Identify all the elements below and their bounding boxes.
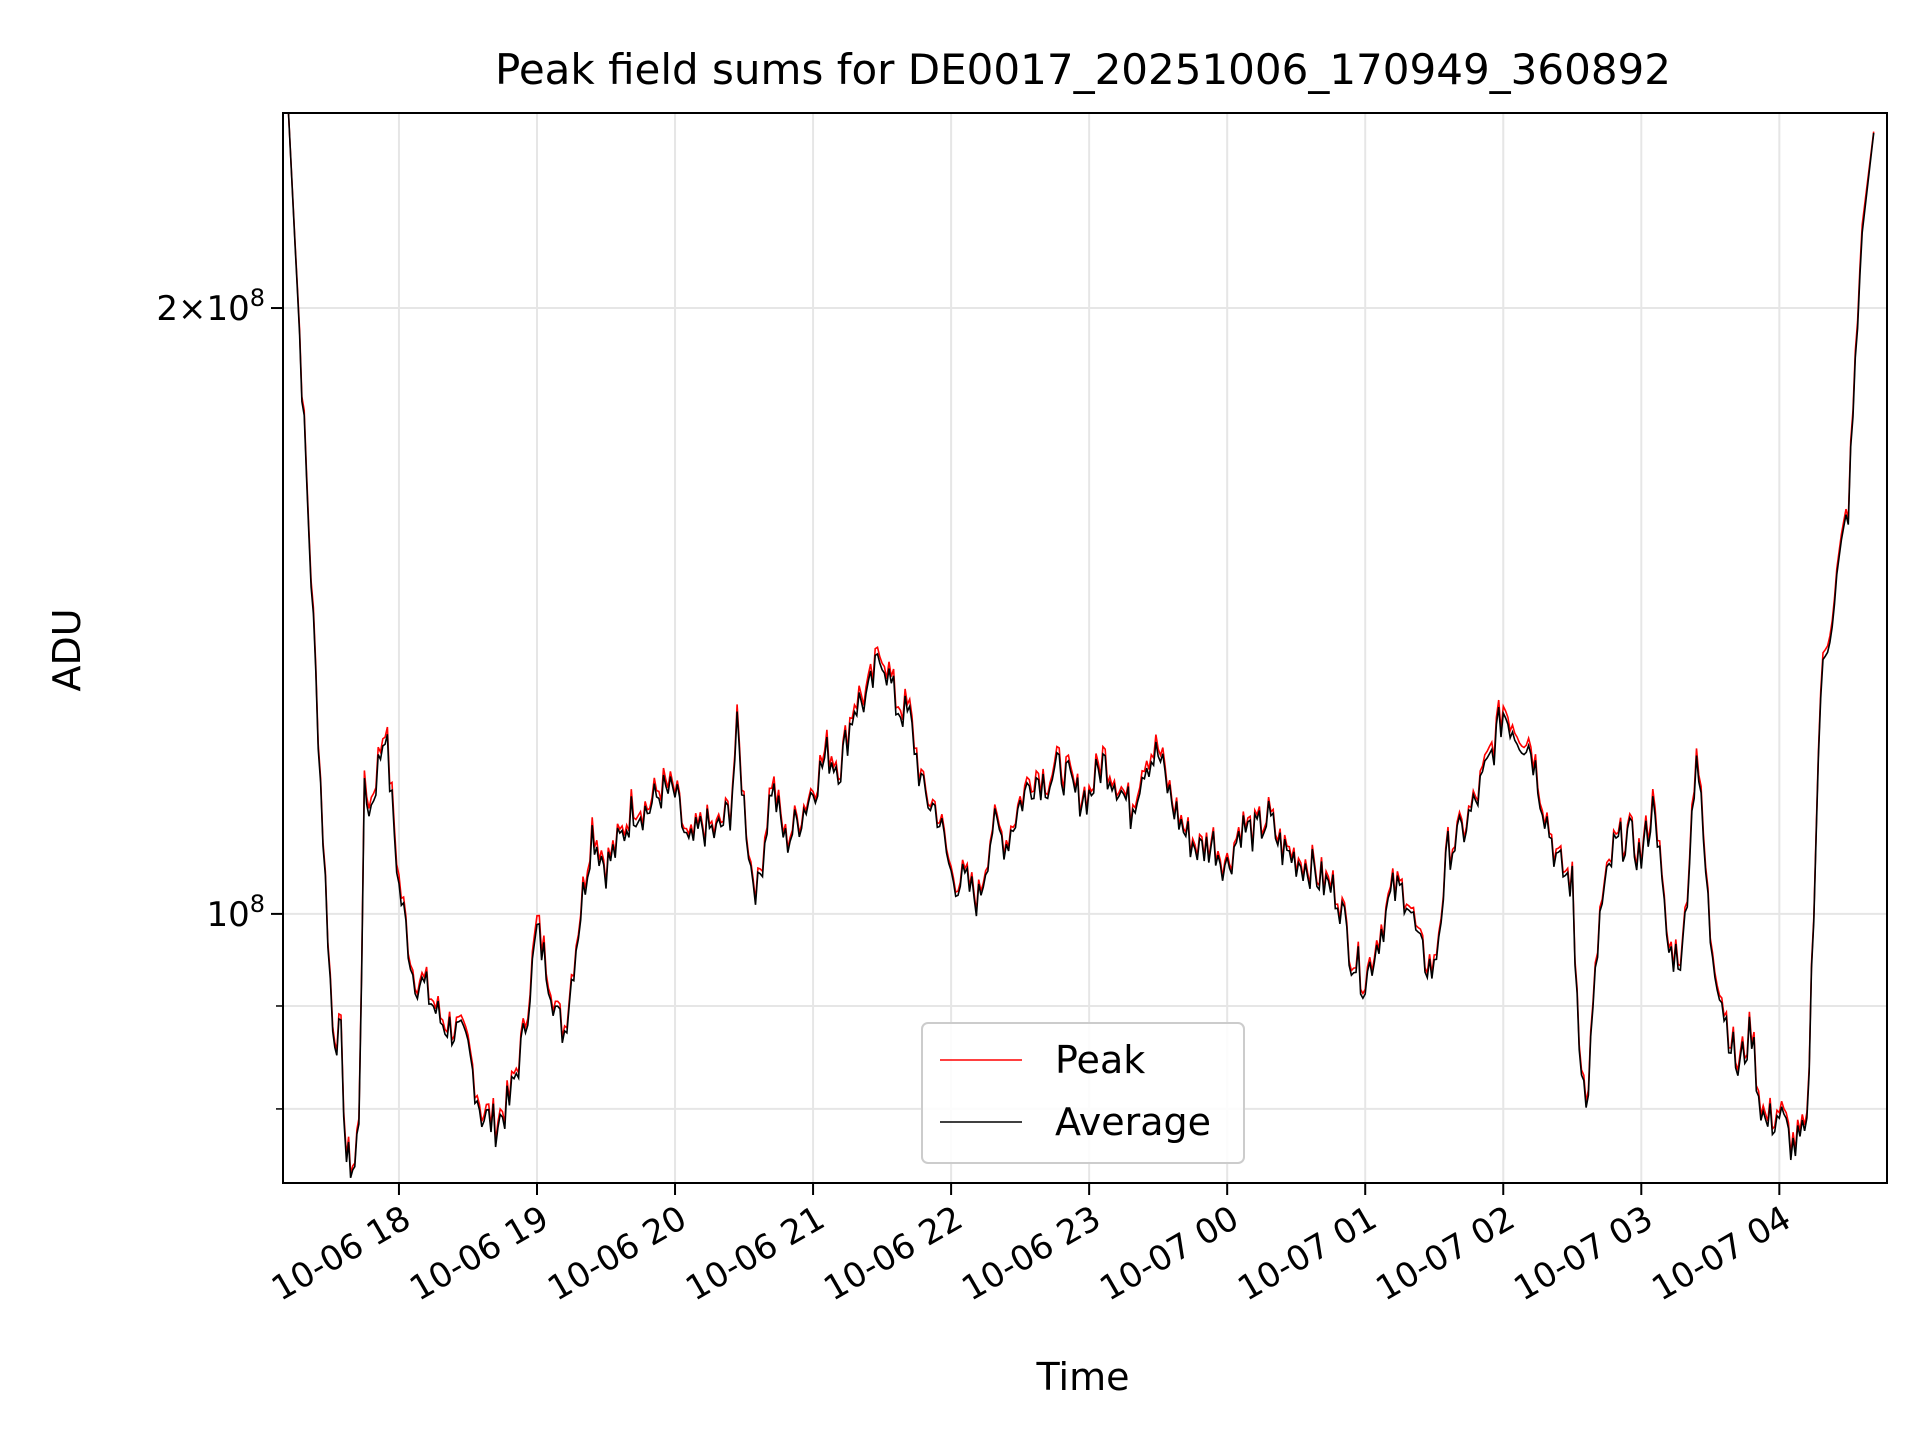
legend-box [921,1022,1245,1164]
series-line-average [287,113,1875,1179]
legend: Peak Average [921,1022,1245,1164]
legend-label-average: Average [1055,1100,1211,1144]
series-lines [287,113,1875,1179]
y-axis-ticks: 108 2×108 [156,284,283,1110]
plot-frame [282,112,1888,1184]
chart-title: Peak field sums for DE0017_20251006_1709… [495,45,1671,94]
legend-label-peak: Peak [1055,1038,1145,1082]
y-tick-label: 2×108 [156,284,265,329]
x-axis-label: Time [1036,1355,1130,1399]
y-tick-label: 108 [206,890,265,935]
y-axis-label: ADU [45,608,89,691]
